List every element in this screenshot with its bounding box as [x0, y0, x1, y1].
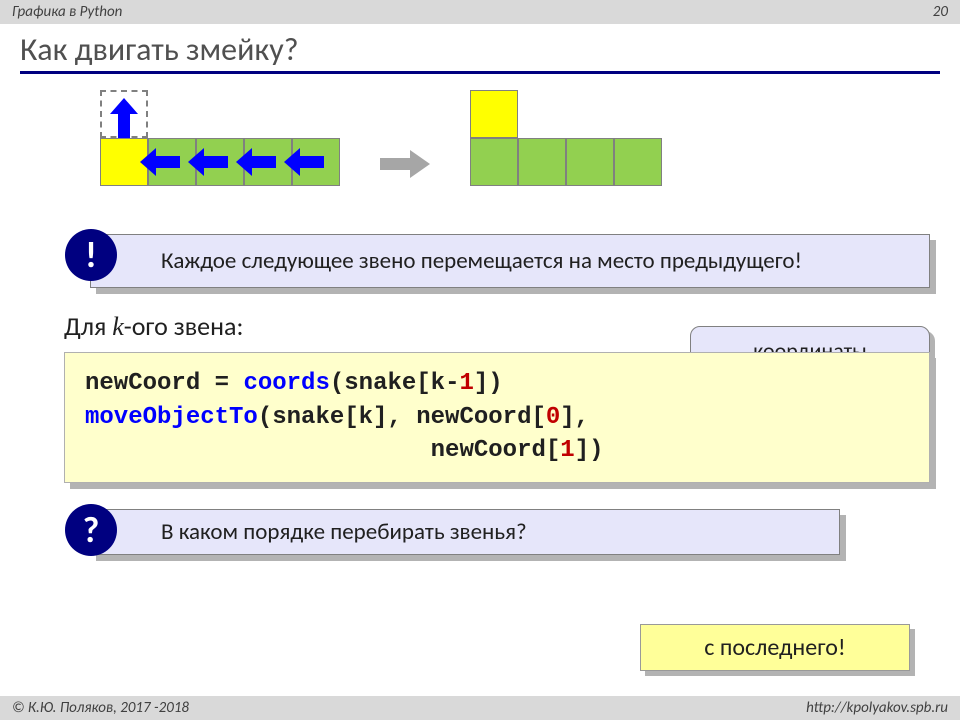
header-bar: Графика в Python 20 [0, 0, 960, 24]
exclaim-badge: ! [65, 229, 117, 281]
code-line-2: moveObjectTo(snake[k], newCoord[0], [85, 401, 909, 435]
slide-title: Как двигать змейку? [0, 24, 960, 71]
question-badge: ? [65, 504, 117, 556]
answer-text: с последнего! [704, 633, 845, 662]
footer-bar: © К.Ю. Поляков, 2017 -2018 http://kpolya… [0, 696, 960, 720]
callout-info-text: Каждое следующее звено перемещается на м… [161, 247, 802, 275]
callout-question: ? В каком порядке перебирать звенья? [90, 509, 840, 555]
footer-left: © К.Ю. Поляков, 2017 -2018 [12, 699, 189, 717]
code-block: newCoord = coords(snake[k-1]) moveObject… [64, 352, 930, 483]
callout-info: ! Каждое следующее звено перемещается на… [90, 234, 930, 288]
callout-question-text: В каком порядке перебирать звенья? [161, 518, 527, 546]
footer-right: http://kpolyakov.spb.ru [806, 699, 948, 717]
snake-diagram [100, 90, 960, 220]
answer-box: с последнего! [640, 624, 910, 671]
title-underline [20, 71, 940, 74]
code-line-3: newCoord[1]) [85, 434, 909, 468]
code-line-1: newCoord = coords(snake[k-1]) [85, 367, 909, 401]
page-number: 20 [933, 3, 948, 21]
header-left: Графика в Python [12, 3, 122, 21]
